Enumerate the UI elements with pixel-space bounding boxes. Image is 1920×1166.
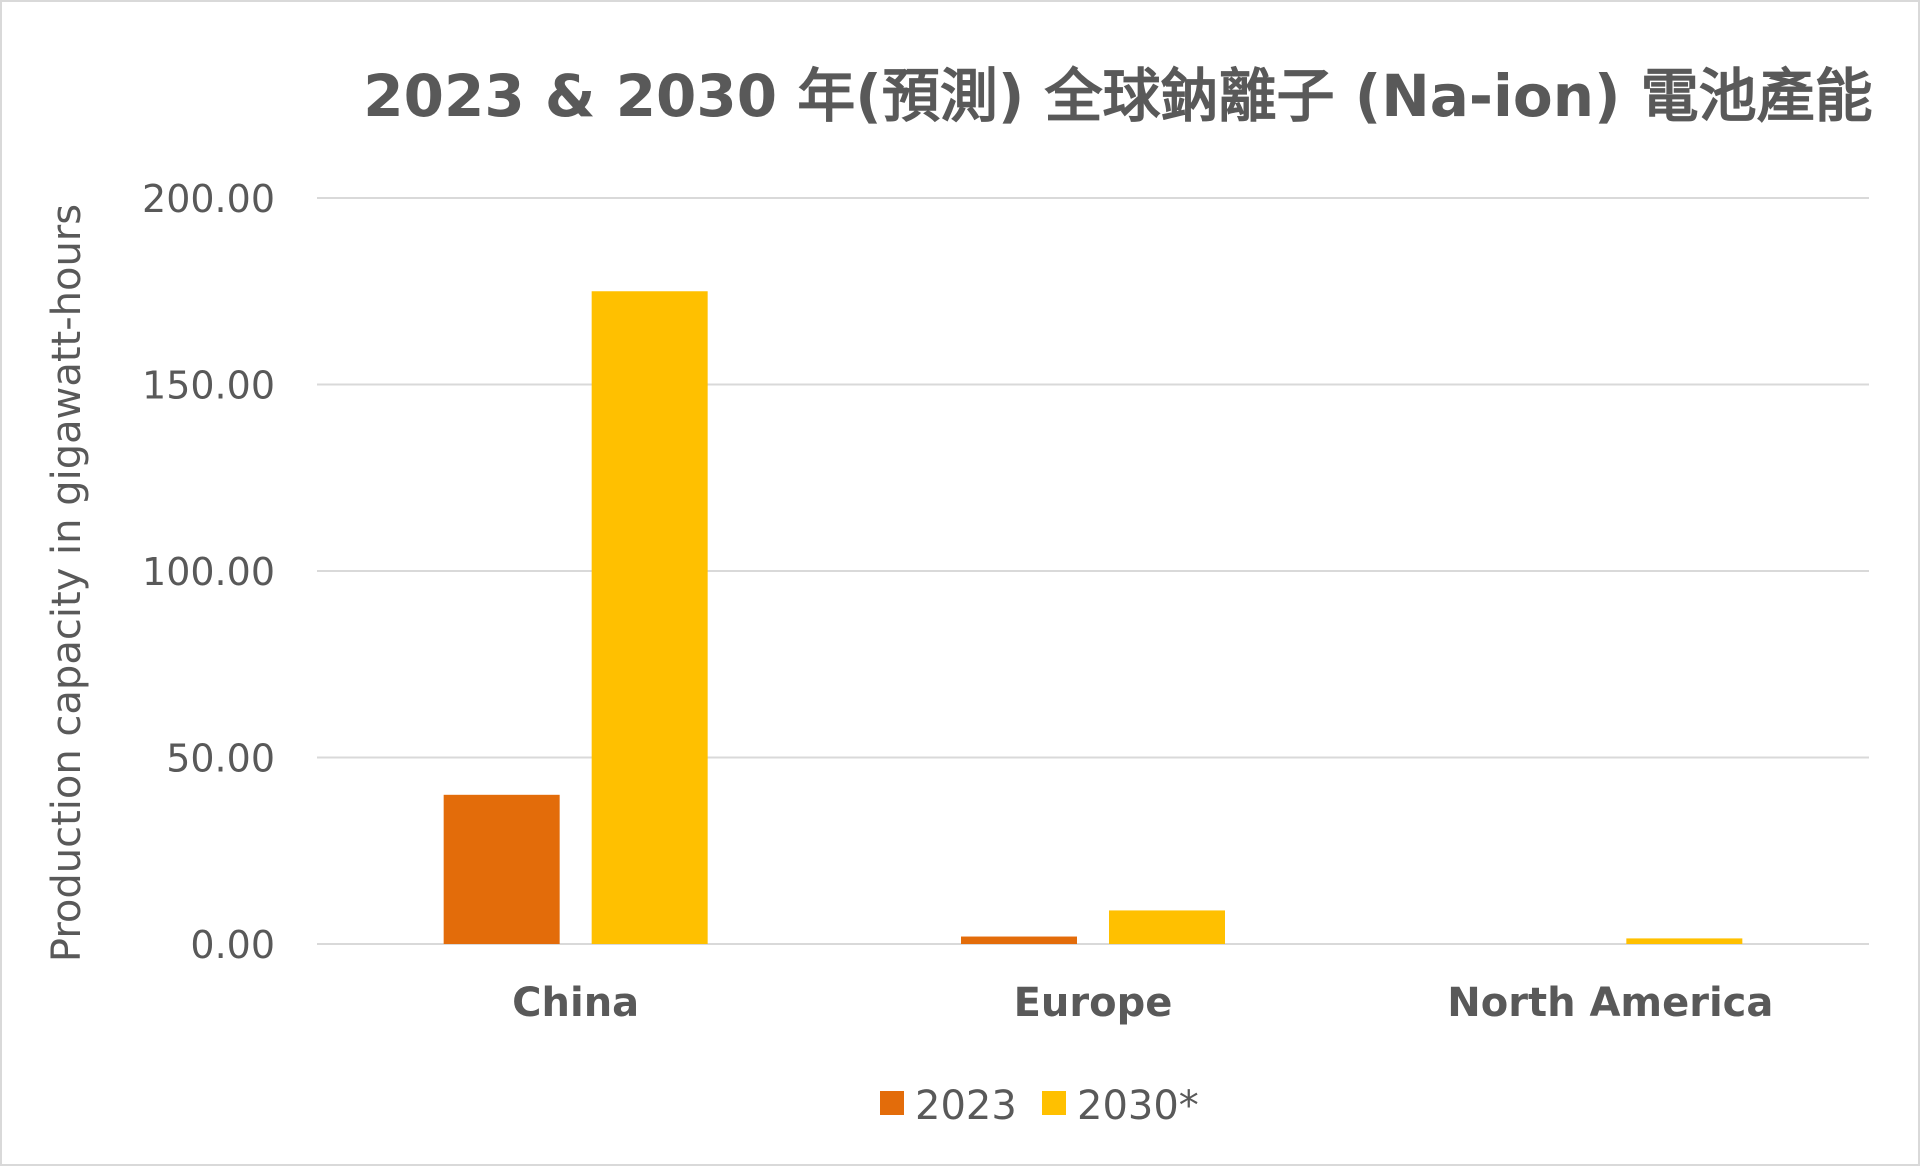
y-axis-title: Production capacity in gigawatt-hours: [44, 204, 90, 962]
y-axis-ticks: 0.00 50.00 100.00 150.00 200.00: [142, 177, 275, 967]
gridlines: [317, 197, 1869, 945]
y-tick-label: 200.00: [142, 177, 275, 221]
bar-china-2030: [591, 291, 708, 944]
x-category-label: Europe: [1014, 980, 1173, 1026]
y-tick-label: 100.00: [142, 550, 275, 594]
legend-label-2030: 2030*: [1077, 1083, 1199, 1129]
bar-china-2023: [443, 794, 560, 944]
x-category-label: North America: [1447, 980, 1773, 1026]
legend-swatch-2023: [880, 1091, 904, 1115]
legend: 2023 2030*: [880, 1083, 1199, 1129]
y-tick-label: 50.00: [166, 737, 275, 781]
legend-label-2023: 2023: [915, 1083, 1017, 1129]
bar-europe-2030: [1109, 910, 1225, 944]
y-tick-label: 0.00: [190, 923, 275, 967]
y-tick-label: 150.00: [142, 364, 275, 408]
bar-north-america-2030: [1626, 938, 1743, 944]
legend-swatch-2030: [1042, 1091, 1066, 1115]
x-axis-categories: China Europe North America: [512, 980, 1773, 1026]
x-category-label: China: [512, 980, 639, 1026]
bars: [443, 291, 1743, 944]
bar-europe-2023: [961, 936, 1077, 944]
chart-title: 2023 & 2030 年(預測) 全球鈉離子 (Na-ion) 電池產能: [363, 62, 1872, 130]
